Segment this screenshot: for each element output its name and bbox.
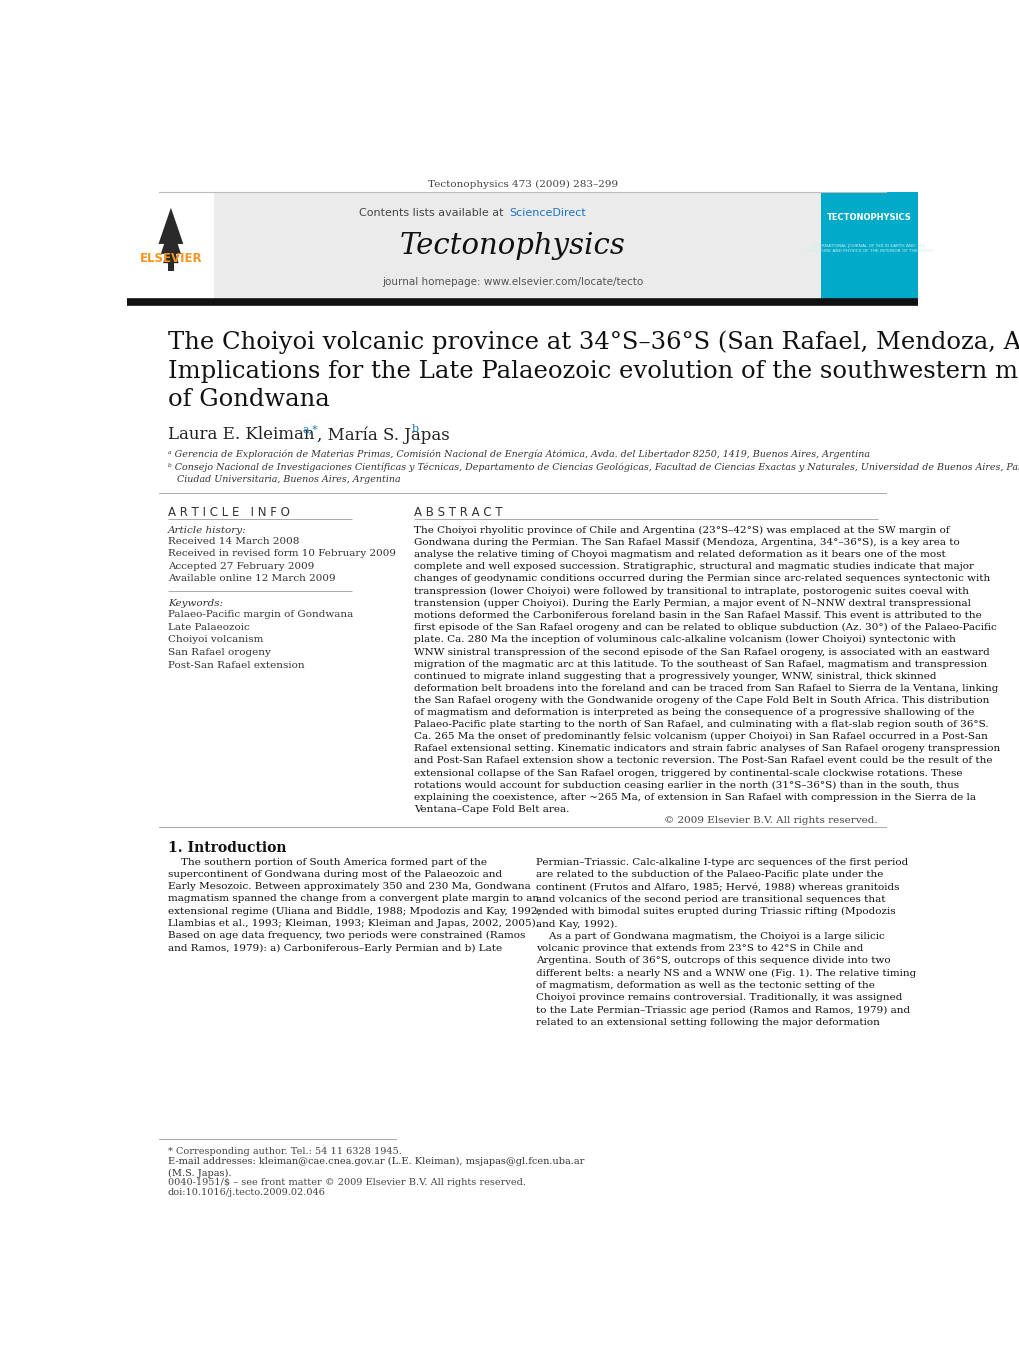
Text: b: b <box>412 424 419 434</box>
Text: Keywords:: Keywords: <box>168 599 223 607</box>
Polygon shape <box>158 208 183 243</box>
Text: Palaeo-Pacific margin of Gondwana
Late Palaeozoic
Choiyoi volcanism
San Rafael o: Palaeo-Pacific margin of Gondwana Late P… <box>168 610 353 670</box>
Polygon shape <box>161 223 180 254</box>
Bar <box>168 243 174 270</box>
Text: A B S T R A C T: A B S T R A C T <box>414 507 502 519</box>
Text: ScienceDirect: ScienceDirect <box>508 208 585 217</box>
Text: 0040-1951/$ – see front matter © 2009 Elsevier B.V. All rights reserved.: 0040-1951/$ – see front matter © 2009 El… <box>168 1178 525 1186</box>
Text: ᵇ Consejo Nacional de Investigaciones Científicas y Técnicas, Departamento de Ci: ᵇ Consejo Nacional de Investigaciones Ci… <box>168 462 1019 484</box>
Text: * Corresponding author. Tel.: 54 11 6328 1945.: * Corresponding author. Tel.: 54 11 6328… <box>168 1147 401 1157</box>
Text: TECTONOPHYSICS: TECTONOPHYSICS <box>826 213 911 222</box>
Text: , María S. Japas: , María S. Japas <box>316 427 449 444</box>
Text: Tectonophysics: Tectonophysics <box>399 232 625 261</box>
Text: Laura E. Kleiman: Laura E. Kleiman <box>168 427 314 443</box>
Text: Received 14 March 2008
Received in revised form 10 February 2009
Accepted 27 Feb: Received 14 March 2008 Received in revis… <box>168 537 395 583</box>
Text: ᵃ Gerencia de Exploración de Materias Primas, Comisión Nacional de Energía Atómi: ᵃ Gerencia de Exploración de Materias Pr… <box>168 450 869 459</box>
Bar <box>127 193 214 300</box>
Text: Article history:: Article history: <box>168 526 247 534</box>
Text: journal homepage: www.elsevier.com/locate/tecto: journal homepage: www.elsevier.com/locat… <box>382 277 643 287</box>
Text: Tectonophysics 473 (2009) 283–299: Tectonophysics 473 (2009) 283–299 <box>427 179 618 189</box>
Text: doi:10.1016/j.tecto.2009.02.046: doi:10.1016/j.tecto.2009.02.046 <box>168 1188 325 1197</box>
Bar <box>214 193 820 300</box>
Polygon shape <box>163 236 178 264</box>
Text: a,*: a,* <box>303 424 318 434</box>
Text: The Choiyoi volcanic province at 34°S–36°S (San Rafael, Mendoza, Argentina):
Imp: The Choiyoi volcanic province at 34°S–36… <box>168 332 1019 412</box>
Text: E-mail addresses: kleiman@cae.cnea.gov.ar (L.E. Kleiman), msjapas@gl.fcen.uba.ar: E-mail addresses: kleiman@cae.cnea.gov.a… <box>168 1157 584 1178</box>
Text: INTERNATIONAL JOURNAL OF SOLID EARTH AND THE
STRUCTURE AND PHYSICS OF THE INTERI: INTERNATIONAL JOURNAL OF SOLID EARTH AND… <box>804 243 932 253</box>
Text: 1. Introduction: 1. Introduction <box>168 841 286 855</box>
Text: © 2009 Elsevier B.V. All rights reserved.: © 2009 Elsevier B.V. All rights reserved… <box>663 815 876 825</box>
Text: The southern portion of South America formed part of the
supercontinent of Gondw: The southern portion of South America fo… <box>168 858 540 953</box>
Text: A R T I C L E   I N F O: A R T I C L E I N F O <box>168 507 289 519</box>
Text: The Choiyoi rhyolitic province of Chile and Argentina (23°S–42°S) was emplaced a: The Choiyoi rhyolitic province of Chile … <box>414 526 1000 814</box>
Bar <box>820 193 917 300</box>
Text: Contents lists available at: Contents lists available at <box>359 208 506 217</box>
Text: ELSEVIER: ELSEVIER <box>140 251 202 265</box>
Text: Permian–Triassic. Calc-alkaline I-type arc sequences of the first period
are rel: Permian–Triassic. Calc-alkaline I-type a… <box>535 858 915 1027</box>
